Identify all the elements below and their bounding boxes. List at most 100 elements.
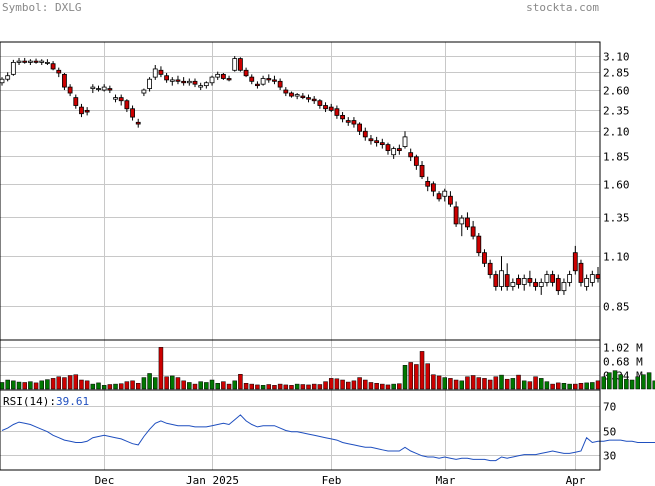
volume-bar xyxy=(578,383,584,390)
candle-body xyxy=(533,282,538,287)
candle xyxy=(453,201,459,227)
candle xyxy=(544,270,550,287)
candle xyxy=(45,59,50,65)
candle xyxy=(192,78,198,88)
volume-bar xyxy=(556,382,561,390)
rsi-tick-label: 70 xyxy=(603,401,616,414)
volume-bar xyxy=(101,385,107,390)
price-panel-frame xyxy=(0,41,601,341)
candle-body xyxy=(448,195,453,205)
candle-body xyxy=(550,274,555,283)
candle-body xyxy=(328,106,334,111)
candle xyxy=(419,161,425,180)
candle xyxy=(589,270,595,287)
volume-bar xyxy=(306,384,311,390)
brand-watermark[interactable]: stockta.com xyxy=(526,1,599,14)
volume-bar xyxy=(226,383,232,390)
volume-bar xyxy=(198,381,203,390)
x-tick-label: Feb xyxy=(322,474,342,486)
volume-bar xyxy=(73,374,79,390)
volume-bar xyxy=(601,376,606,390)
volume-bar xyxy=(425,363,430,390)
candle xyxy=(124,99,130,113)
volume-bar xyxy=(107,384,113,390)
volume-bar xyxy=(459,380,465,390)
volume-tick-label: 1.02 M xyxy=(603,342,643,355)
candle-body xyxy=(226,78,232,81)
candle xyxy=(101,84,107,92)
candle-body xyxy=(516,278,521,285)
volume-bar xyxy=(504,378,510,390)
candle-body xyxy=(113,97,118,100)
volume-bar xyxy=(453,379,459,390)
candle-body xyxy=(181,80,187,84)
candle xyxy=(436,191,442,202)
volume-bar xyxy=(351,380,357,390)
candle xyxy=(158,66,164,78)
candle xyxy=(425,176,431,192)
volume-bar xyxy=(499,374,504,390)
candle xyxy=(152,64,158,80)
volume-bar xyxy=(363,379,368,390)
candle xyxy=(408,148,414,162)
volume-bar xyxy=(402,365,408,390)
volume-bar xyxy=(164,376,169,390)
candle xyxy=(237,57,243,72)
candle-body xyxy=(243,69,249,77)
candle xyxy=(289,91,294,98)
candle xyxy=(33,58,39,64)
candle-body xyxy=(317,100,323,106)
candle xyxy=(493,270,499,291)
volume-bar-series xyxy=(0,347,655,390)
candle xyxy=(340,112,345,123)
volume-bar xyxy=(516,374,521,390)
volume-bar xyxy=(147,373,152,390)
volume-bar xyxy=(33,382,39,390)
candle-body xyxy=(272,79,277,82)
candle-body xyxy=(362,130,368,138)
candle xyxy=(459,215,465,237)
candle-body xyxy=(294,94,300,97)
price-tick-label: 2.85 xyxy=(603,67,630,80)
candle-body xyxy=(283,89,289,94)
candle-body xyxy=(584,278,590,287)
volume-bar xyxy=(113,383,118,390)
candle-body xyxy=(499,270,504,287)
candle-body xyxy=(396,148,402,152)
volume-bar xyxy=(624,378,629,390)
candle-body xyxy=(22,60,28,63)
candle xyxy=(345,117,351,126)
candle-body xyxy=(482,252,487,264)
candle xyxy=(294,93,300,100)
candle-body xyxy=(33,60,39,63)
candle xyxy=(27,59,33,65)
candle xyxy=(272,75,277,85)
candle xyxy=(396,144,402,155)
x-tick-label: Dec xyxy=(95,474,115,486)
volume-bar xyxy=(50,378,56,390)
volume-bar xyxy=(374,383,379,390)
candle-body xyxy=(402,136,408,147)
candle-body xyxy=(50,63,56,70)
candle-body xyxy=(56,69,62,74)
volume-bar xyxy=(476,377,482,390)
candle xyxy=(118,94,124,106)
volume-bar xyxy=(22,382,27,390)
volume-bar xyxy=(294,383,300,390)
volume-bar xyxy=(232,380,237,390)
candle-body xyxy=(158,69,164,75)
volume-bar xyxy=(334,378,340,390)
volume-bar xyxy=(170,375,175,390)
candle-body xyxy=(90,86,96,89)
candle-body xyxy=(368,138,374,142)
candle xyxy=(391,146,397,159)
candle-body xyxy=(567,274,573,283)
volume-bar xyxy=(470,375,476,390)
volume-bar xyxy=(84,380,90,390)
candle-body xyxy=(249,76,255,82)
price-tick-label: 2.10 xyxy=(603,126,630,139)
candle-body xyxy=(215,73,221,78)
candle-body xyxy=(135,121,141,125)
candle-body xyxy=(62,73,67,88)
